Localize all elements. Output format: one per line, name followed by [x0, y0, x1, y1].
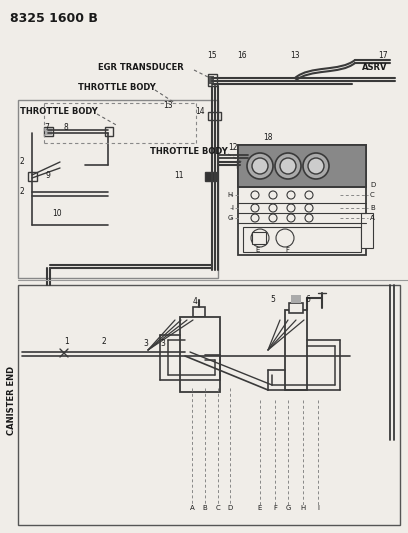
Bar: [18, 285, 400, 525]
Circle shape: [276, 229, 294, 247]
Text: D: D: [370, 182, 375, 188]
Text: F: F: [285, 247, 289, 253]
Text: 2: 2: [19, 188, 24, 197]
Text: E: E: [258, 505, 262, 511]
Bar: [208, 112, 221, 120]
Text: G: G: [228, 215, 233, 221]
Text: 2: 2: [19, 157, 24, 166]
Circle shape: [251, 229, 269, 247]
Bar: [209, 76, 214, 84]
Text: F: F: [273, 505, 277, 511]
Text: 11: 11: [174, 171, 184, 180]
Text: ASRV: ASRV: [362, 63, 388, 72]
Bar: [285, 310, 307, 390]
Circle shape: [303, 153, 329, 179]
Bar: [45, 128, 52, 135]
Text: 17: 17: [378, 51, 388, 60]
Text: 18: 18: [263, 133, 273, 142]
Text: C: C: [370, 192, 375, 198]
Text: D: D: [227, 505, 233, 511]
Bar: [18, 100, 218, 278]
Text: 14: 14: [195, 108, 205, 117]
Text: 6: 6: [305, 295, 310, 304]
Bar: [252, 232, 266, 244]
Bar: [238, 145, 366, 187]
Text: 7: 7: [44, 124, 49, 133]
Text: 13: 13: [163, 101, 173, 109]
Bar: [105, 127, 113, 136]
Text: THROTTLE BODY: THROTTLE BODY: [78, 84, 156, 93]
Bar: [243, 227, 361, 252]
Text: 8: 8: [64, 124, 69, 133]
Text: H: H: [300, 505, 306, 511]
Text: I: I: [231, 205, 233, 211]
Circle shape: [308, 158, 324, 174]
Circle shape: [252, 158, 268, 174]
Text: I: I: [317, 505, 319, 511]
Text: B: B: [370, 205, 375, 211]
Bar: [291, 295, 301, 303]
Circle shape: [275, 153, 301, 179]
Circle shape: [247, 153, 273, 179]
Text: 8325 1600 B: 8325 1600 B: [10, 12, 98, 25]
Text: CANISTER END: CANISTER END: [7, 366, 16, 434]
Bar: [237, 160, 244, 168]
Text: A: A: [370, 215, 375, 221]
Bar: [238, 145, 366, 187]
Circle shape: [280, 158, 296, 174]
Text: EGR TRANSDUCER: EGR TRANSDUCER: [98, 63, 184, 72]
Text: A: A: [190, 505, 194, 511]
Text: 4: 4: [193, 297, 198, 306]
Text: H: H: [228, 192, 233, 198]
Text: 3: 3: [160, 338, 165, 348]
Bar: [289, 303, 303, 313]
Bar: [180, 317, 220, 392]
Bar: [208, 74, 217, 86]
Text: C: C: [215, 505, 220, 511]
Text: THROTTLE BODY: THROTTLE BODY: [150, 148, 228, 157]
Text: 5: 5: [270, 295, 275, 304]
Bar: [205, 172, 216, 181]
Text: 1: 1: [64, 337, 69, 346]
Bar: [361, 213, 373, 248]
Text: 15: 15: [207, 51, 217, 60]
Bar: [193, 307, 205, 317]
Text: E: E: [255, 247, 259, 253]
Text: 16: 16: [237, 51, 246, 60]
Bar: [28, 172, 37, 181]
Text: 9: 9: [46, 171, 51, 180]
Text: 12: 12: [228, 142, 237, 151]
Bar: [238, 145, 366, 255]
Text: G: G: [285, 505, 290, 511]
Text: 13: 13: [290, 51, 299, 60]
Bar: [245, 152, 252, 161]
Text: 10: 10: [52, 209, 62, 219]
Text: THROTTLE BODY: THROTTLE BODY: [20, 108, 98, 117]
Text: 2: 2: [102, 337, 107, 346]
Text: B: B: [203, 505, 207, 511]
Text: 3: 3: [143, 338, 148, 348]
Bar: [44, 127, 53, 136]
